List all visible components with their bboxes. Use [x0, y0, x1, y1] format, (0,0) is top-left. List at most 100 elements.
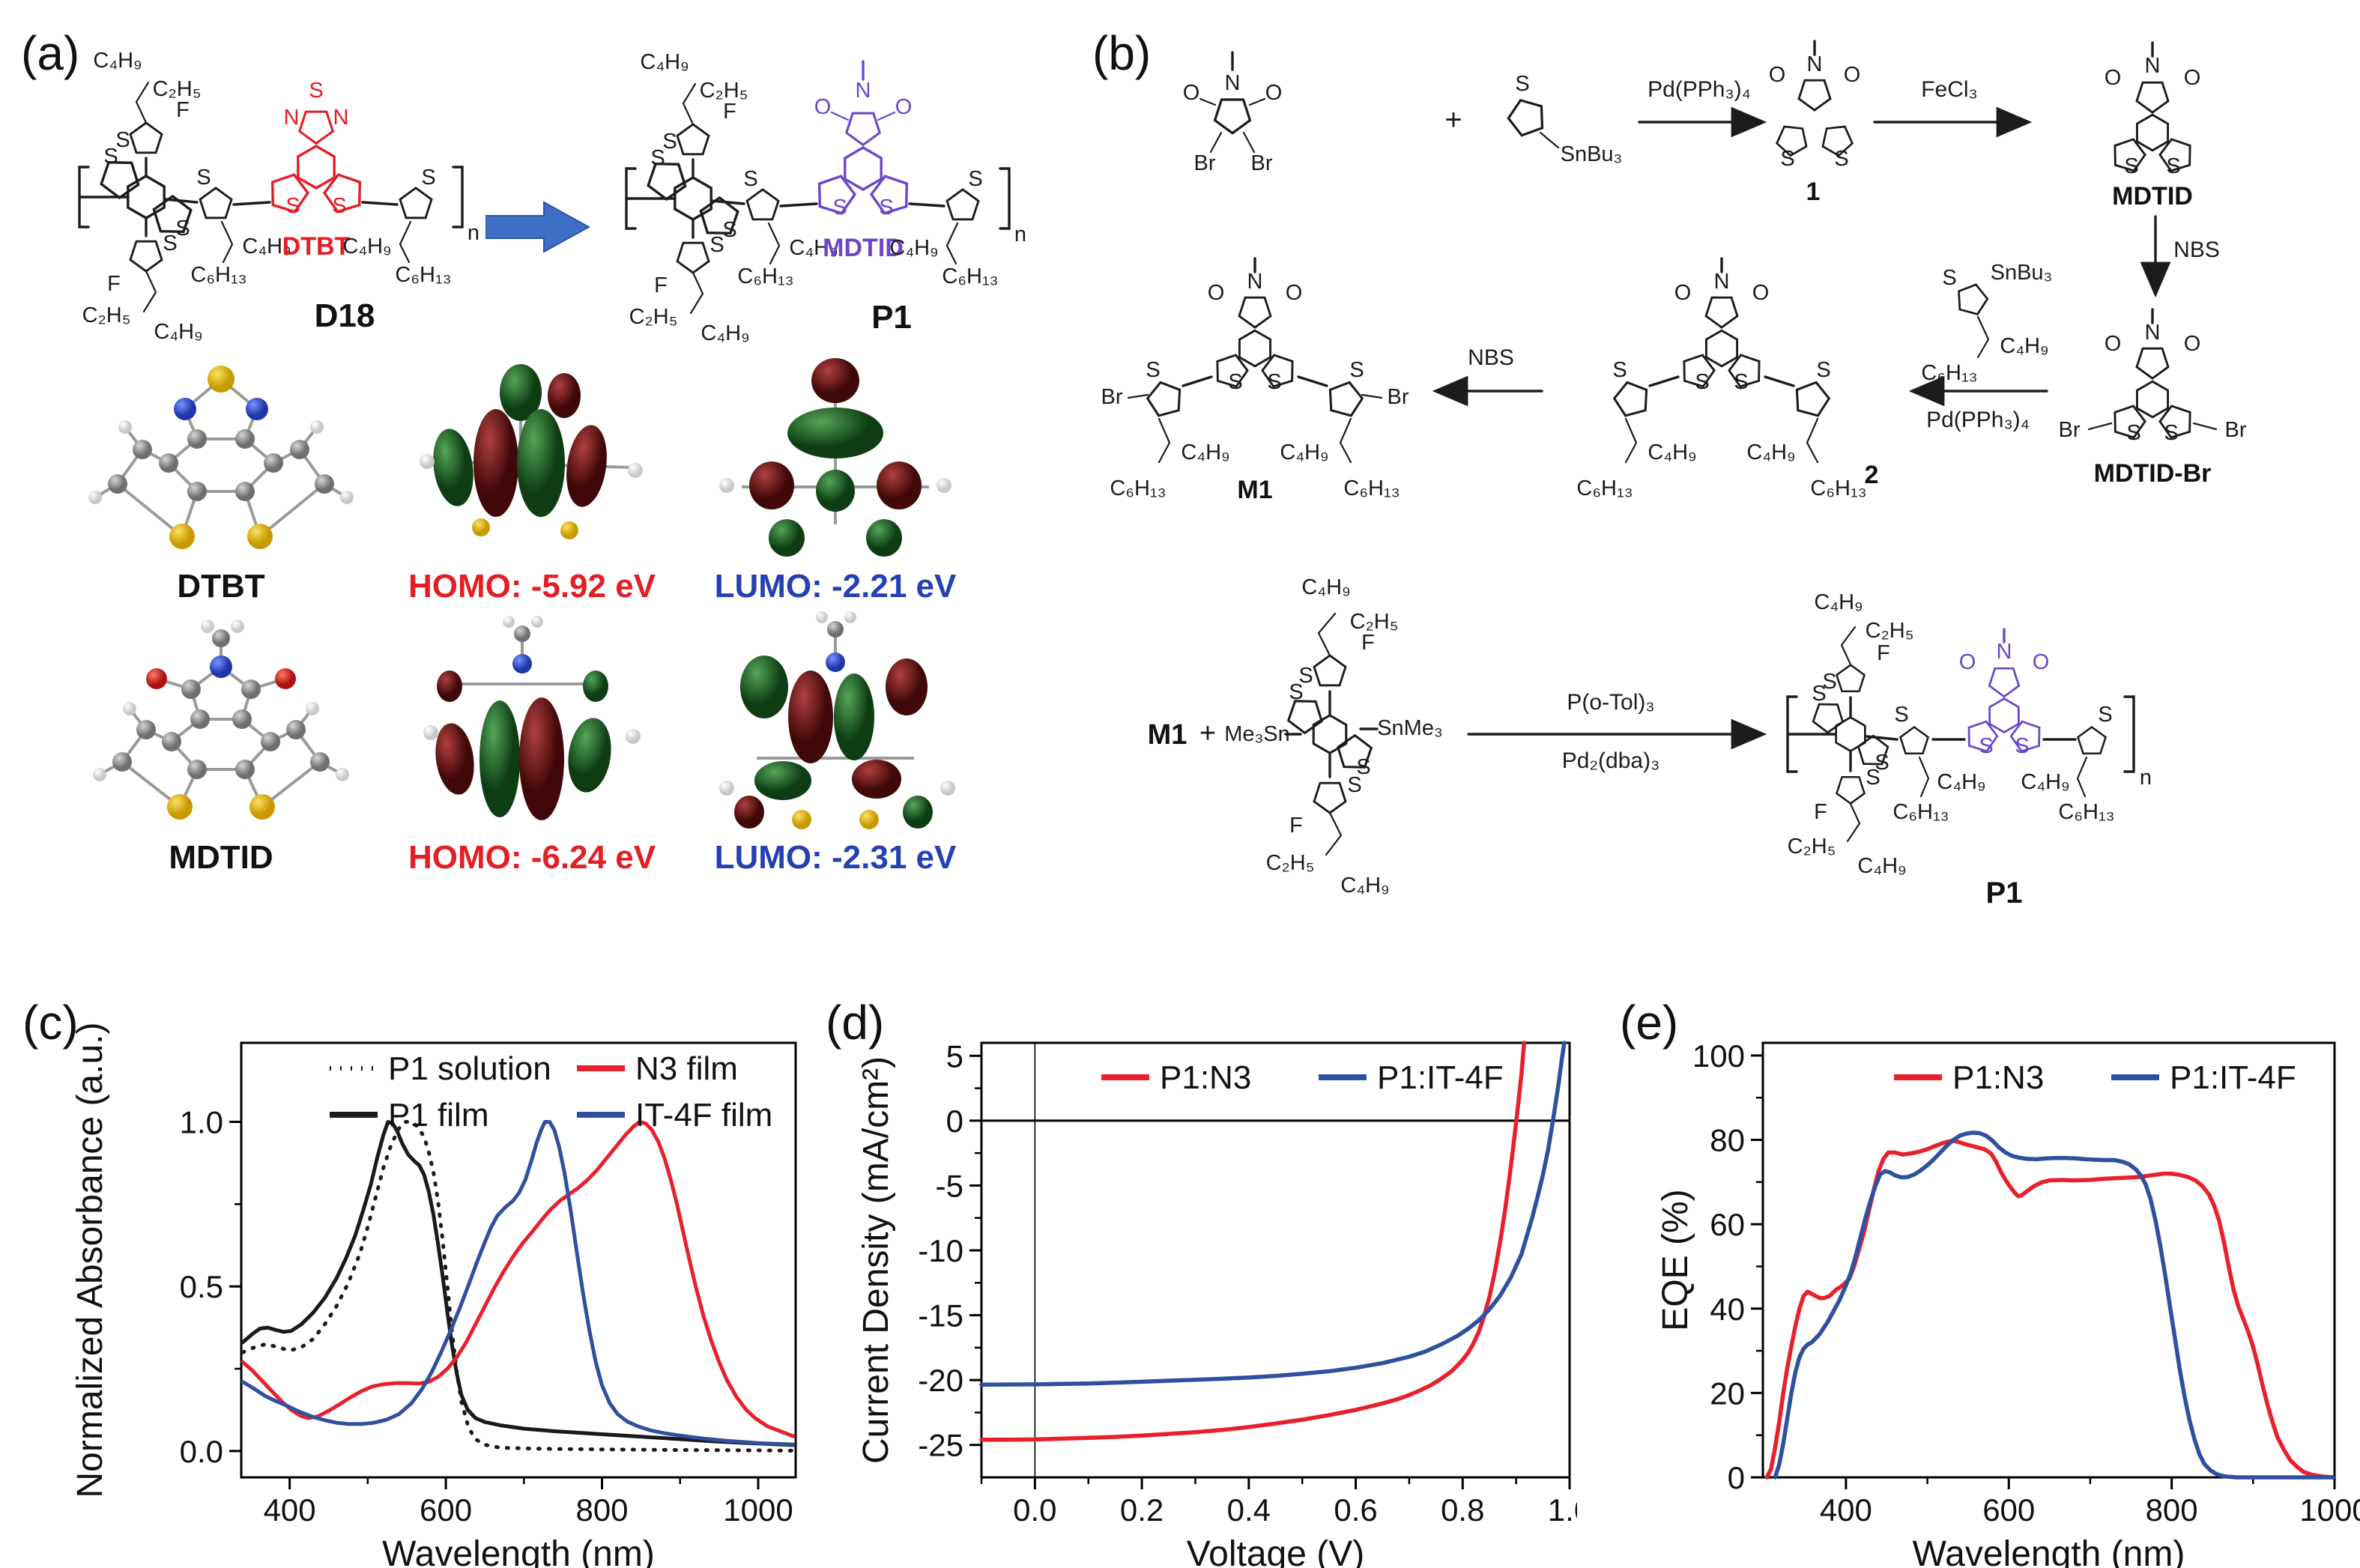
x-tick-label: 600: [420, 1492, 472, 1528]
n-atom: N: [284, 106, 300, 130]
panel-d-label: (d): [826, 996, 885, 1050]
dibromomaleimide: N O O Br Br: [1183, 51, 1282, 175]
s-atom: S: [1866, 766, 1880, 790]
mdtid-b-label: MDTID: [2112, 182, 2193, 211]
y-tick-label: 1.0: [180, 1104, 223, 1139]
compound-2-label: 2: [1865, 461, 1879, 489]
dtbt-atoms: [88, 366, 354, 549]
f-atom: F: [1361, 631, 1375, 655]
o-atom: O: [1959, 650, 1976, 674]
s-atom: S: [722, 218, 736, 242]
s-atom: S: [1942, 266, 1956, 290]
n-subscript: n: [468, 221, 479, 245]
stannyl-thiophene: S SnBu₃: [1502, 72, 1623, 166]
o-atom: O: [1286, 281, 1303, 305]
alkyl-label: C₆H₁₃: [1110, 476, 1166, 500]
mdtid-unit-in-p1: N O O S S: [1931, 628, 2077, 758]
alkyl-label: C₆H₁₃: [2058, 800, 2114, 824]
alkyl-label: C₆H₁₃: [1576, 476, 1633, 500]
x-tick-label: 0.4: [1227, 1492, 1271, 1528]
d18-name: D18: [315, 297, 375, 334]
y-tick-label: 0: [1728, 1460, 1745, 1495]
s-atom: S: [1834, 147, 1848, 171]
alkyl-label: C₂H₅: [700, 79, 748, 103]
s-atom: S: [1267, 370, 1281, 394]
mdtid-model: [93, 620, 349, 820]
s-atom: S: [1734, 370, 1748, 394]
s-atom: S: [1347, 773, 1361, 797]
plot-frame: [1761, 1041, 2336, 1479]
s-atom: S: [2164, 421, 2178, 445]
s-atom: S: [1146, 358, 1160, 382]
legend-label: P1:IT-4F: [2170, 1059, 2296, 1096]
s-atom: S: [1875, 751, 1889, 775]
d18-to-p1-arrow: [485, 201, 590, 253]
n-atom: N: [1225, 71, 1241, 95]
s-atom: S: [285, 194, 300, 218]
s-atom: S: [1349, 358, 1364, 382]
snbu3-label: SnBu₃: [1991, 261, 2053, 285]
y-tick-label: 80: [1710, 1123, 1745, 1158]
alkyl-label: C₂H₅: [82, 303, 131, 327]
s-atom: S: [1812, 682, 1826, 706]
alkyl-label: C₂H₅: [153, 77, 202, 101]
legend-label: P1 solution: [388, 1050, 551, 1087]
mdtid-model-caption: MDTID: [169, 839, 273, 876]
br-atom: Br: [2059, 418, 2081, 442]
series-P1:N3: [979, 1041, 1527, 1442]
s-atom: S: [879, 196, 893, 220]
alkyl-label: C₄H₉: [1280, 441, 1328, 464]
mdtid-atoms: [93, 620, 349, 820]
s-atom: S: [968, 167, 982, 191]
s-atom: S: [1822, 670, 1836, 694]
plot-frame: [980, 1041, 1571, 1479]
y-tick-label: -5: [936, 1168, 963, 1203]
legend-label: P1:N3: [1160, 1059, 1251, 1096]
alkyl-label: C₆H₁₃: [1921, 361, 1977, 385]
s-atom: S: [2124, 154, 2138, 178]
alkyl-label: C₄H₉: [1181, 441, 1229, 464]
alkyl-label: C₄H₉: [889, 236, 938, 260]
panel-e-label: (e): [1620, 996, 1679, 1050]
s-atom: S: [2015, 734, 2029, 758]
p1-polymer-b: S S S F C₂H₅ C₄H₉ S F C₂H₅ C₄H₉ S C₄H₉ C…: [1786, 590, 2152, 909]
y-tick-label: 0.0: [180, 1434, 223, 1469]
s-atom: S: [1979, 734, 1993, 758]
p1-right-thiophene: S C₄H₉ C₆H₁₃ n: [889, 167, 1026, 288]
p1-name: P1: [871, 299, 912, 336]
series-IT-4F film: [240, 1120, 796, 1447]
br-atom: Br: [1194, 151, 1216, 175]
alkyl-label: C₂H₅: [1788, 835, 1836, 859]
snbu3-label: SnBu₃: [1561, 142, 1623, 166]
s-atom: S: [650, 146, 665, 170]
o-atom: O: [2184, 66, 2201, 90]
alkyl-label: C₄H₉: [1648, 441, 1696, 464]
y-axis-title: Current Density (mA/cm²): [856, 1056, 896, 1464]
o-atom: O: [1752, 281, 1770, 305]
y-tick-label: -25: [918, 1428, 963, 1463]
o-atom: O: [1183, 81, 1200, 105]
o-atom: O: [895, 95, 913, 119]
pd-pph3-4-label: Pd(PPh₃)₄: [1648, 77, 1751, 102]
absorbance-chart: 400 600 800 1000 0.0 0.5 1.0 Wavelength (nm) Nor…: [70, 1023, 797, 1568]
s-atom: S: [1816, 358, 1830, 382]
mdtid-br-label: MDTID-Br: [2094, 459, 2212, 488]
p1-b-label: P1: [1986, 877, 2023, 909]
legend-label: P1:IT-4F: [1377, 1059, 1504, 1096]
series-P1:IT-4F: [979, 1041, 1567, 1387]
f-atom: F: [107, 272, 121, 296]
n-subscript: n: [1014, 223, 1026, 246]
alkyl-label: C₄H₉: [2021, 770, 2069, 794]
x-tick-label: 1.0: [1548, 1492, 1577, 1528]
alkyl-label: C₂H₅: [1350, 610, 1399, 634]
mdtid-b: N O O S S MDTID: [2105, 41, 2201, 211]
alkyl-label: C₄H₉: [154, 320, 202, 344]
n-atom: N: [1714, 270, 1730, 294]
dtbt-label: DTBT: [282, 232, 351, 261]
mdtid-lumo-caption: LUMO: -2.31 eV: [714, 839, 957, 876]
arrow-step3: NBS: [2140, 215, 2220, 298]
alkyl-label: C₄H₉: [640, 50, 689, 74]
dtbt-model: [88, 366, 354, 549]
y-tick-label: 100: [1692, 1038, 1745, 1074]
s-atom: S: [421, 166, 435, 190]
